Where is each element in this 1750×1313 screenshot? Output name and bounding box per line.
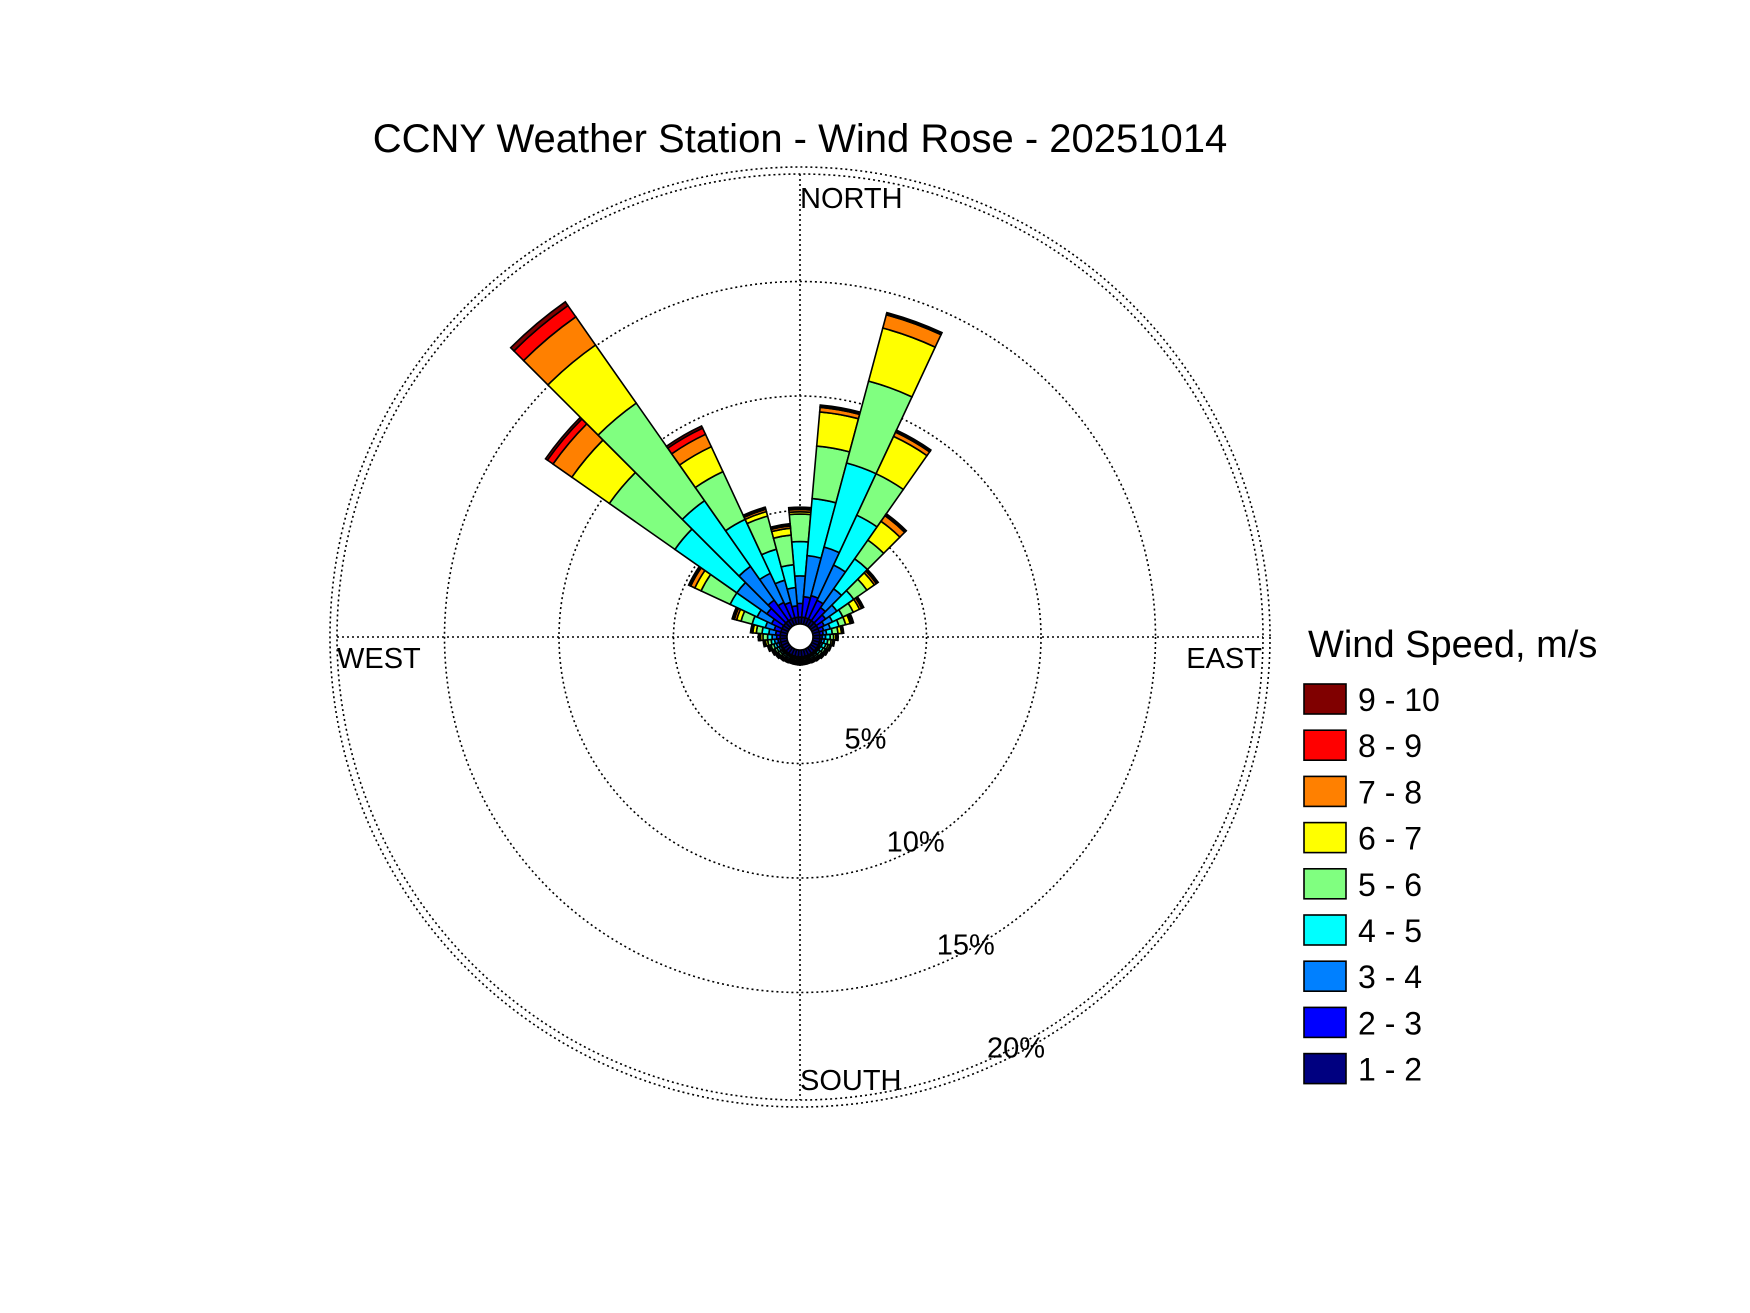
legend-swatch-4 [1303, 867, 1347, 900]
sector-150 [804, 646, 818, 664]
legend-swatch-8 [1303, 1052, 1347, 1085]
sector-0 [787, 506, 813, 625]
legend-swatch-6 [1303, 960, 1347, 993]
legend-label-3: 6 - 7 [1358, 821, 1422, 857]
legend-swatch-2 [1303, 775, 1347, 808]
wedge-70-bin-8 [848, 612, 855, 624]
radial-tick-labels: 5% 10% 15% 20% [845, 724, 1045, 1065]
radial-tick-label-10: 10% [887, 827, 945, 859]
sector-50 [808, 568, 880, 631]
sector-20 [802, 311, 944, 627]
legend-label-2: 7 - 8 [1358, 774, 1422, 810]
wedge-340-bin-8 [742, 506, 767, 518]
grid-ring-20 [329, 166, 1271, 1108]
legend-label-5: 4 - 5 [1358, 913, 1422, 949]
legend-swatch-3 [1303, 821, 1347, 854]
wedge-260-bin-8 [762, 639, 766, 648]
wedge-60-bin-8 [855, 595, 865, 609]
legend-label-7: 2 - 3 [1358, 1005, 1422, 1041]
wedge-80-bin-8 [840, 624, 845, 634]
sector-350 [769, 522, 800, 626]
wedge-90-bin-8 [836, 632, 839, 642]
wedge-100-bin-8 [832, 639, 836, 648]
calm-center [786, 623, 814, 651]
legend-label-0: 9 - 10 [1358, 682, 1440, 718]
legend-swatch-7 [1303, 1006, 1347, 1039]
legend-swatch-1 [1303, 729, 1347, 762]
polar-grid [329, 166, 1271, 1108]
radial-tick-label-5: 5% [845, 724, 887, 756]
sector-340 [742, 506, 798, 627]
legend-title: Wind Speed, m/s [1308, 624, 1597, 666]
wedge-layer [509, 300, 944, 666]
legend-label-8: 1 - 2 [1358, 1052, 1422, 1088]
wedge-320-bin-8 [509, 300, 570, 353]
wedge-120-bin-8 [824, 648, 830, 657]
direction-label-west: WEST [337, 643, 421, 675]
wedge-0-bin-4 [788, 513, 812, 543]
direction-label-south: SOUTH [800, 1065, 902, 1097]
legend-label-1: 8 - 9 [1358, 728, 1422, 764]
sector-310 [544, 416, 792, 631]
legend-swatch-5 [1303, 914, 1347, 946]
legend-label-6: 3 - 4 [1358, 959, 1422, 995]
wedge-0-bin-8 [787, 506, 813, 510]
wedge-50-bin-8 [865, 568, 880, 584]
wedge-40-bin-8 [884, 512, 908, 533]
wedge-270-bin-8 [757, 632, 761, 642]
sector-40 [806, 512, 908, 629]
radial-tick-label-20: 20% [987, 1032, 1045, 1064]
sector-320 [509, 300, 794, 629]
wedge-350-bin-8 [769, 522, 792, 530]
wedge-20-bin-8 [885, 311, 944, 335]
sector-330 [665, 424, 796, 628]
wedge-30-bin-8 [894, 429, 932, 453]
sector-30 [804, 429, 932, 628]
direction-label-east: EAST [1186, 643, 1262, 675]
wedge-330-bin-8 [665, 424, 704, 450]
chart-title: CCNY Weather Station - Wind Rose - 20251… [373, 117, 1228, 161]
wedge-130-bin-8 [819, 652, 826, 660]
legend-label-4: 5 - 6 [1358, 867, 1422, 903]
wedge-110-bin-8 [828, 644, 833, 652]
sector-60 [809, 595, 865, 633]
legend-swatch-0 [1303, 683, 1347, 715]
radial-tick-label-15: 15% [937, 930, 995, 962]
direction-label-north: NORTH [800, 183, 903, 215]
legend: Wind Speed, m/s 9 - 10 8 - 9 7 - 8 6 - 7 5 -… [1303, 624, 1597, 1088]
grid-ring-15 [443, 280, 1157, 994]
